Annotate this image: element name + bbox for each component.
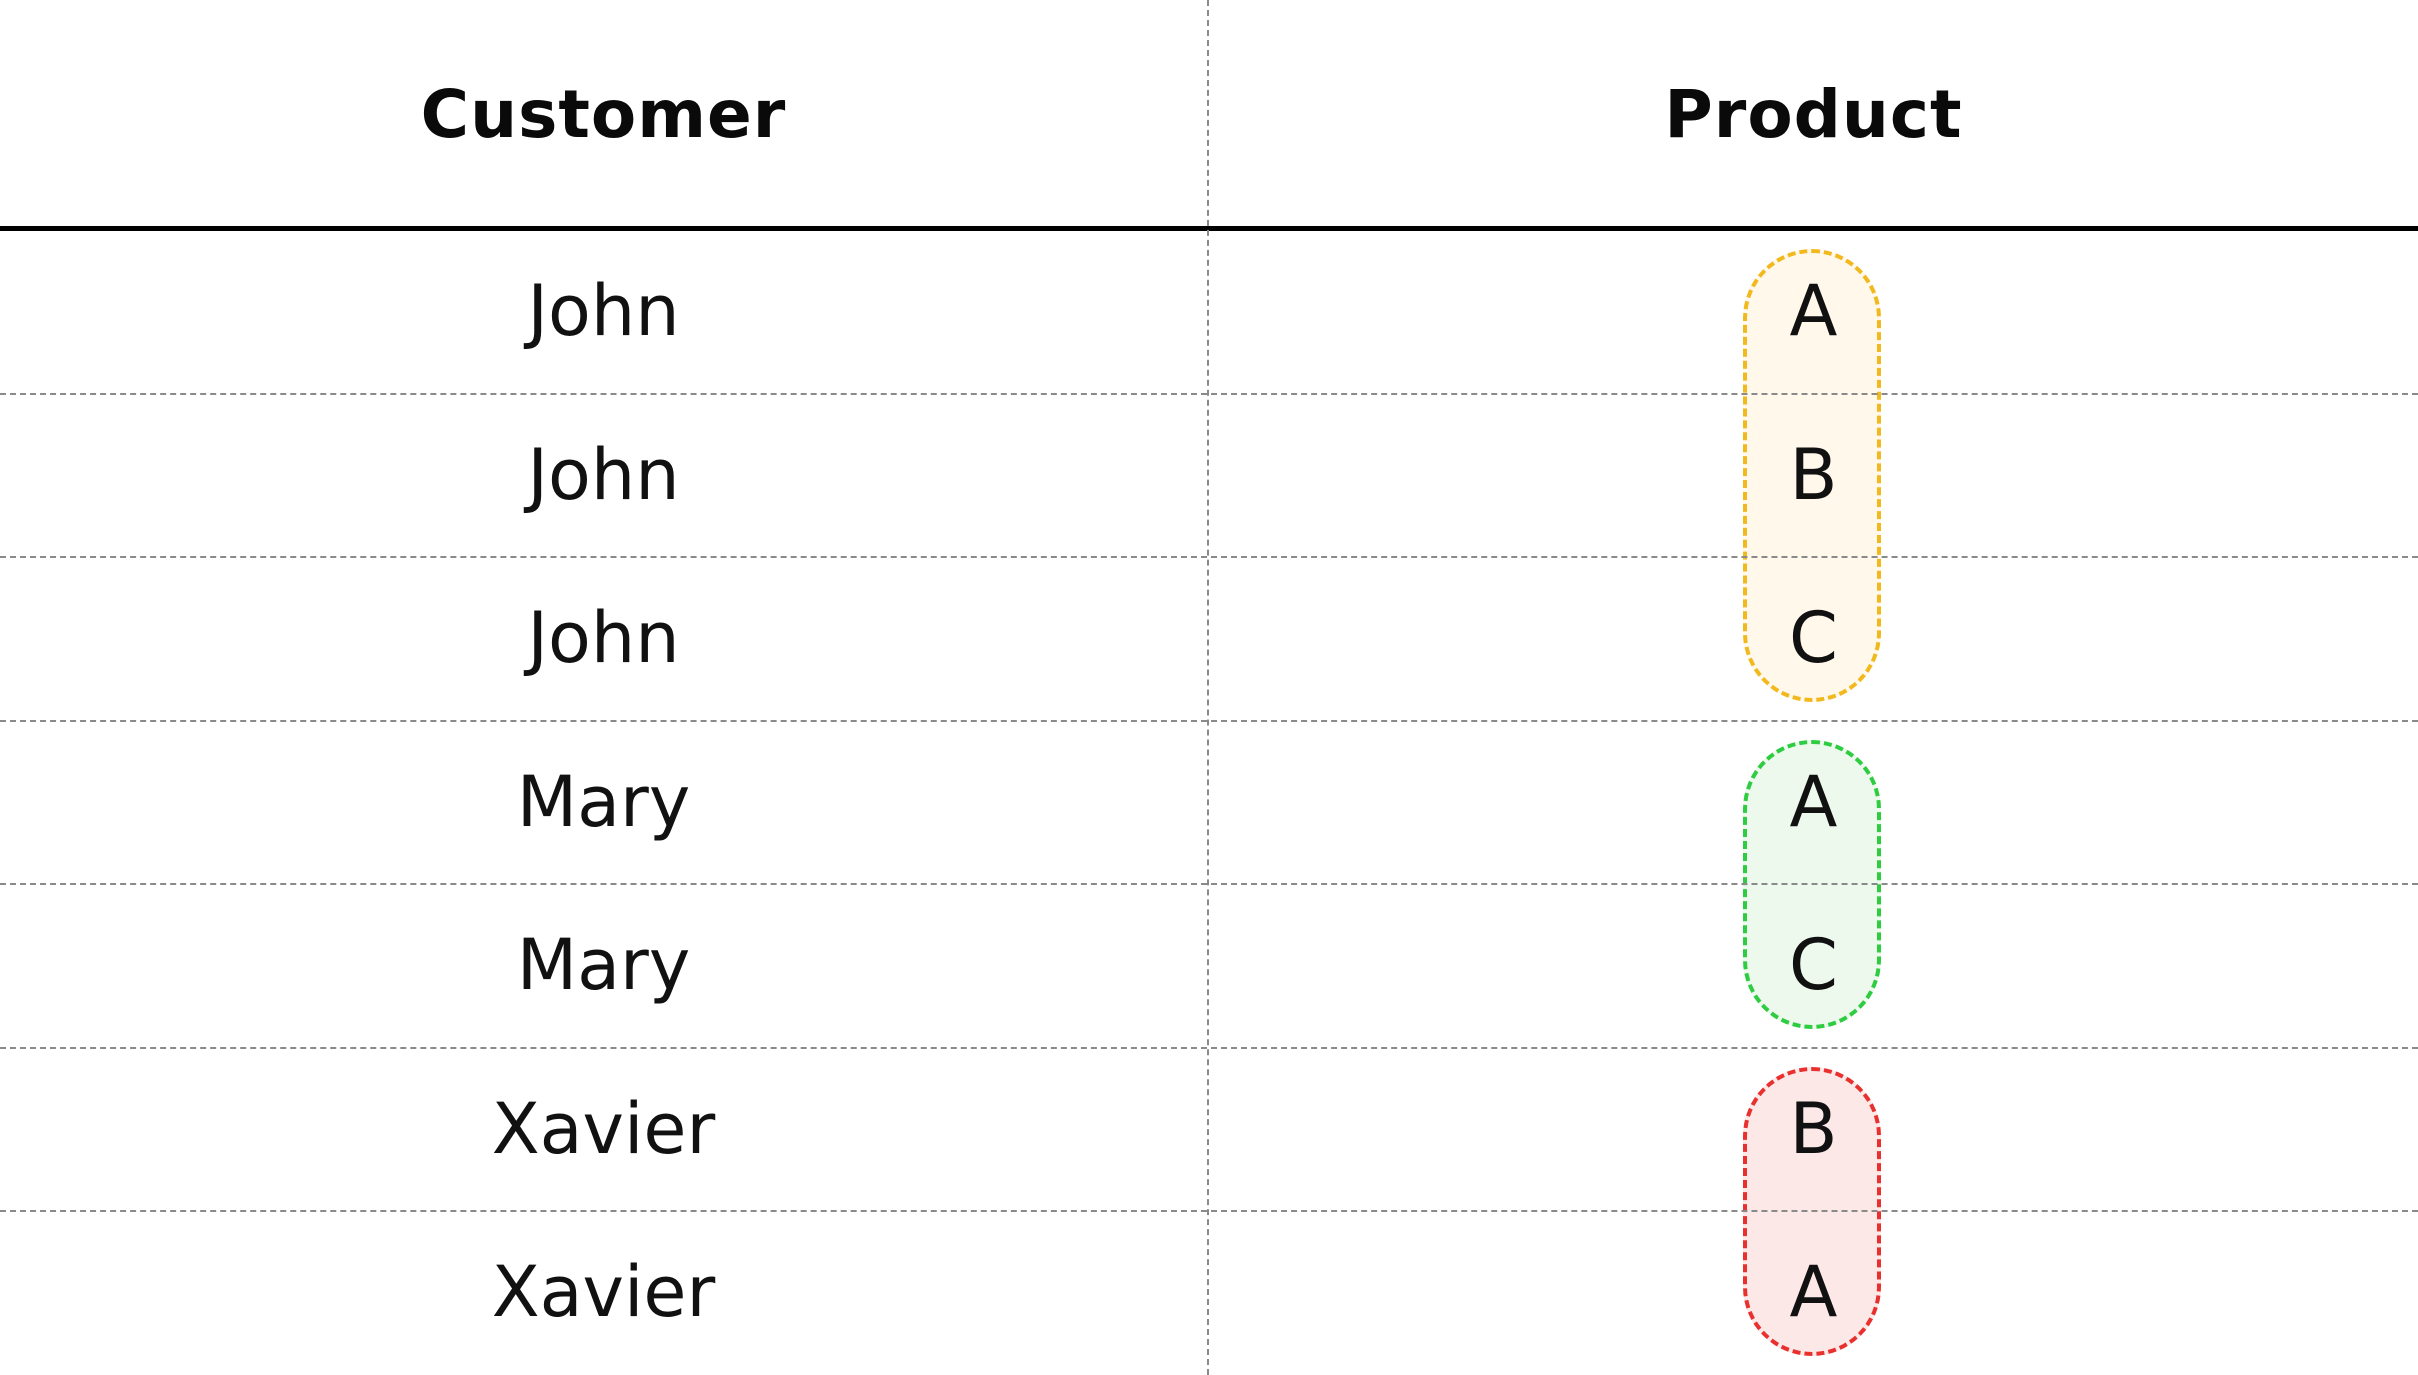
customer-cell: Mary (516, 760, 691, 843)
group-pill-john (1743, 249, 1881, 702)
column-header-product: Product (1664, 76, 1963, 153)
product-cell: C (1789, 923, 1838, 1006)
row-divider (0, 1047, 2418, 1049)
row-divider (0, 393, 2418, 395)
product-cell: B (1789, 433, 1838, 516)
row-divider (0, 883, 2418, 885)
customer-cell: John (527, 596, 680, 679)
row-divider (0, 556, 2418, 558)
customer-cell: Xavier (491, 1087, 716, 1170)
customer-cell: Mary (516, 923, 691, 1006)
customer-cell: John (527, 269, 680, 352)
product-cell: C (1789, 596, 1838, 679)
product-cell: A (1789, 269, 1838, 352)
customer-cell: John (527, 433, 680, 516)
product-cell: A (1789, 1250, 1838, 1333)
customer-cell: Xavier (491, 1250, 716, 1333)
header-rule (0, 226, 2418, 231)
column-divider (1207, 0, 1209, 1375)
product-cell: B (1789, 1087, 1838, 1170)
product-cell: A (1789, 760, 1838, 843)
column-header-customer: Customer (420, 76, 787, 153)
row-divider (0, 1210, 2418, 1212)
row-divider (0, 720, 2418, 722)
